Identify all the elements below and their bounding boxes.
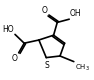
Text: O: O [41,6,47,15]
Text: HO: HO [2,25,14,34]
Text: CH$_3$: CH$_3$ [75,62,90,73]
Text: OH: OH [69,9,81,18]
Text: S: S [45,61,50,70]
Text: O: O [12,54,18,63]
